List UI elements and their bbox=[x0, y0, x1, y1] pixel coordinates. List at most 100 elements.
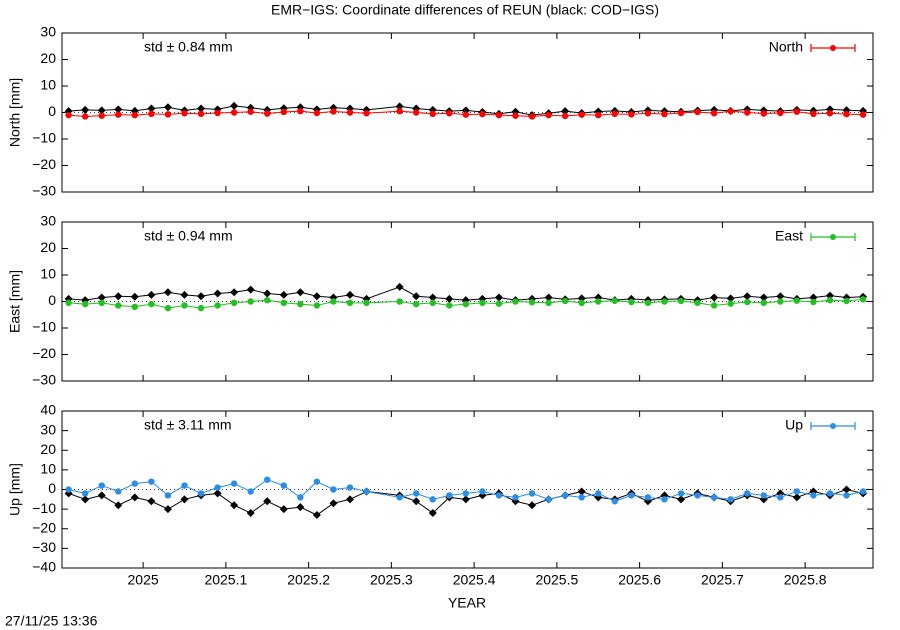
data-point bbox=[296, 288, 305, 297]
data-point bbox=[346, 299, 354, 307]
data-point bbox=[644, 299, 652, 307]
data-point bbox=[628, 298, 635, 306]
data-point bbox=[345, 495, 354, 504]
data-point bbox=[743, 292, 752, 301]
data-point bbox=[164, 492, 172, 499]
data-point bbox=[512, 298, 519, 305]
data-point bbox=[479, 299, 486, 307]
data-point bbox=[130, 493, 139, 502]
data-point bbox=[494, 293, 503, 302]
plot-frame bbox=[61, 410, 874, 569]
data-point bbox=[661, 298, 668, 305]
data-point bbox=[97, 491, 106, 500]
data-point bbox=[115, 488, 122, 495]
data-point bbox=[147, 497, 156, 506]
data-point bbox=[181, 302, 188, 309]
data-point bbox=[429, 299, 436, 307]
data-point bbox=[147, 104, 156, 113]
data-point bbox=[97, 106, 106, 115]
y-tick-label: 30 bbox=[40, 24, 56, 40]
data-point bbox=[479, 488, 486, 495]
data-point bbox=[859, 111, 867, 118]
timestamp: 27/11/25 13:36 bbox=[5, 613, 98, 629]
data-point bbox=[197, 110, 205, 118]
data-point bbox=[81, 105, 90, 114]
legend-label: East bbox=[775, 228, 803, 244]
data-point bbox=[330, 486, 337, 493]
data-point bbox=[793, 488, 801, 495]
data-point bbox=[677, 490, 685, 497]
data-point bbox=[578, 494, 585, 501]
data-point bbox=[313, 302, 321, 309]
data-point bbox=[230, 299, 238, 307]
y-tick-label: 30 bbox=[40, 421, 56, 437]
data-point bbox=[661, 496, 668, 503]
data-point bbox=[760, 110, 767, 117]
y-tick-label: 20 bbox=[40, 239, 56, 255]
data-point bbox=[428, 293, 437, 302]
data-point bbox=[644, 494, 652, 501]
data-point bbox=[65, 111, 72, 119]
data-point bbox=[429, 110, 436, 118]
data-point bbox=[81, 495, 90, 504]
data-point bbox=[263, 497, 272, 506]
y-tick-label: −30 bbox=[32, 372, 56, 388]
data-point bbox=[810, 492, 817, 499]
data-point bbox=[462, 111, 470, 118]
data-point bbox=[809, 293, 818, 302]
data-point bbox=[230, 480, 238, 487]
y-tick-label: −20 bbox=[32, 519, 56, 535]
data-point bbox=[446, 110, 453, 117]
data-point bbox=[197, 104, 206, 113]
y-tick-label: 40 bbox=[40, 402, 56, 418]
y-tick-label: −10 bbox=[32, 319, 56, 335]
legend-marker bbox=[830, 45, 836, 51]
y-tick-label: −20 bbox=[32, 345, 56, 361]
data-point bbox=[462, 490, 470, 497]
data-point bbox=[98, 299, 105, 307]
data-point bbox=[595, 490, 602, 497]
data-point bbox=[264, 476, 271, 483]
data-point bbox=[163, 103, 172, 112]
data-point bbox=[412, 109, 420, 116]
legend-label: North bbox=[769, 39, 803, 55]
data-point bbox=[213, 289, 222, 298]
data-point bbox=[792, 493, 801, 502]
y-tick-label: 10 bbox=[40, 266, 56, 282]
data-point bbox=[412, 292, 421, 301]
data-point bbox=[131, 303, 139, 310]
data-point bbox=[759, 293, 768, 302]
data-point bbox=[329, 499, 338, 508]
data-point bbox=[710, 494, 718, 501]
data-point bbox=[793, 297, 801, 304]
data-point bbox=[164, 111, 172, 118]
data-point bbox=[545, 111, 552, 119]
data-point bbox=[528, 299, 536, 306]
data-point bbox=[65, 299, 72, 307]
data-point bbox=[114, 105, 123, 114]
data-point bbox=[181, 110, 188, 117]
data-point bbox=[777, 494, 784, 501]
data-point bbox=[163, 288, 172, 297]
data-point bbox=[561, 112, 569, 120]
data-point bbox=[346, 109, 354, 116]
data-point bbox=[710, 110, 718, 117]
y-tick-label: 0 bbox=[48, 103, 56, 119]
data-point bbox=[214, 109, 221, 117]
x-tick-label: 2025.6 bbox=[618, 572, 661, 588]
data-point bbox=[825, 291, 834, 300]
data-point bbox=[843, 492, 850, 499]
data-point bbox=[544, 293, 553, 302]
data-point bbox=[115, 111, 122, 118]
data-point bbox=[97, 293, 106, 302]
data-point bbox=[710, 302, 718, 309]
y-tick-label: 10 bbox=[40, 77, 56, 93]
data-point bbox=[578, 111, 585, 118]
data-point bbox=[611, 297, 619, 304]
data-point bbox=[330, 108, 337, 115]
data-point bbox=[345, 290, 354, 299]
data-point bbox=[545, 299, 552, 307]
x-tick-label: 2025.4 bbox=[453, 572, 496, 588]
data-point bbox=[428, 509, 437, 518]
